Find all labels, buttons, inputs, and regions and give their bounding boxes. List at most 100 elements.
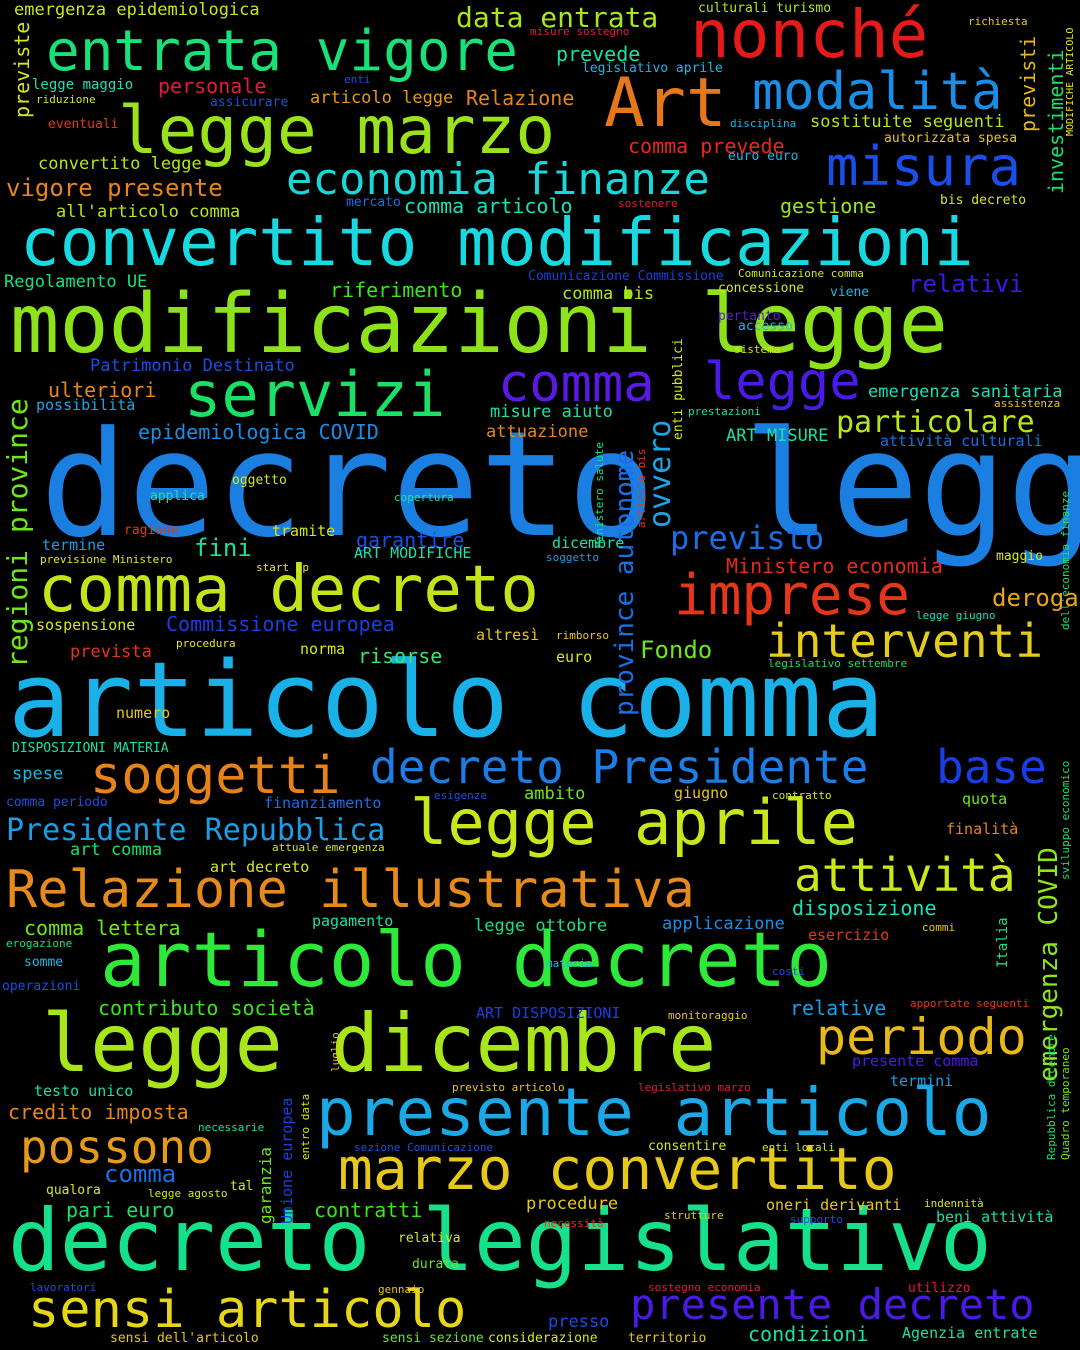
word-periodo: periodo [816, 1008, 1027, 1066]
word-italia: Italia [995, 917, 1011, 968]
word-applica: applica [150, 489, 205, 504]
word-attuale-emergenza: attuale emergenza [272, 841, 385, 854]
word-qualora: qualora [46, 1183, 101, 1198]
word-articolo-decreto: articolo decreto [100, 915, 833, 1004]
word-necessarie: necessarie [198, 1121, 265, 1134]
word-possono: possono [20, 1120, 214, 1174]
word-tal: tal [230, 1179, 254, 1194]
word-tramite: tramite [272, 522, 336, 540]
word-sostituite-seguenti: sostituite seguenti [810, 112, 1005, 132]
word-maggio: maggio [996, 549, 1043, 564]
word-misura: misura [826, 135, 1022, 198]
word-unione-europea: Unione europea [278, 1097, 296, 1224]
word-legislativo-settembre: legislativo settembre [768, 657, 908, 670]
word-riferimento: riferimento [330, 278, 463, 302]
word-sostegno-economia: sostegno economia [648, 1281, 761, 1294]
word-previsti: previsti [1016, 35, 1040, 132]
word-previste: previste [10, 21, 34, 118]
word-misure-sostegno: misure sostegno [530, 25, 630, 38]
word-particolare: particolare [836, 405, 1035, 440]
word-ragione: ragione [124, 523, 179, 538]
word-comma-periodo: comma periodo [6, 795, 108, 810]
word-presidente-repubblica: Presidente Repubblica [6, 813, 386, 848]
word-legge-marzo: legge marzo [118, 92, 556, 169]
word-altresi: altresì [476, 626, 540, 644]
word-relazione: Relazione [466, 86, 575, 110]
word-comunicazione-comma: Comunicazione comma [738, 267, 864, 280]
word-art: Art [604, 64, 727, 143]
word-necessita: necessità [544, 1217, 604, 1230]
word-richiesta: richiesta [968, 15, 1028, 28]
word-deroga: deroga [992, 584, 1079, 612]
word-sensi-articolo: sensi articolo [28, 1280, 467, 1340]
word-nonche: nonché [690, 0, 929, 73]
word-vigore-presente: vigore presente [6, 174, 223, 202]
word-articolo-legge: articolo legge [310, 88, 454, 108]
word-interventi: interventi [766, 614, 1043, 668]
word-giugno: giugno [674, 784, 729, 802]
word-testo-unico: testo unico [34, 1082, 134, 1100]
word-operazioni: operazioni [2, 979, 81, 994]
word-prevista: prevista [70, 642, 152, 662]
word-quadro-temporaneo: Quadro temporaneo [1059, 1047, 1072, 1160]
word-commissione-europea: Commissione europea [166, 612, 395, 636]
word-modifiche-articolo: MODIFICHE ARTICOLO [1065, 27, 1076, 136]
word-attuazione: attuazione [486, 422, 589, 442]
word-finalita: finalità [946, 820, 1019, 838]
word-legge-maggio: legge maggio [32, 77, 134, 93]
word-ambito: ambito [524, 784, 586, 804]
word-soggetti: soggetti [90, 746, 341, 806]
word-emergenza-sanitaria: emergenza sanitaria [868, 382, 1063, 402]
word-relative: relative [790, 996, 887, 1020]
word-presente-comma: presente comma [852, 1052, 979, 1070]
word-previsto-articolo: previsto articolo [452, 1081, 565, 1094]
word-commi: commi [922, 921, 956, 934]
word-data-entrata: data entrata [456, 1, 659, 34]
word-contratti: contratti [314, 1198, 423, 1222]
word-base: base [936, 740, 1047, 794]
word-viene: viene [830, 285, 870, 300]
word-attivita-culturali: attività culturali [880, 432, 1043, 450]
word-possibilita: possibilità [36, 396, 136, 414]
word-culturali-turismo: culturali turismo [698, 1, 832, 16]
word-consentire: consentire [648, 1139, 727, 1154]
word-previsto: previsto [670, 519, 825, 557]
word-relazione-illustrativa: Relazione illustrativa [6, 860, 695, 920]
word-autorizzata-spesa: autorizzata spesa [884, 131, 1018, 146]
word-termini: termini [890, 1072, 954, 1090]
word-disposizione: disposizione [792, 896, 937, 920]
word-articolo-comma: articolo comma [8, 639, 885, 761]
word-numero: numero [116, 704, 171, 722]
word-convertito-modificazioni: convertito modificazioni [20, 204, 974, 281]
word-emergenza-epidemiologica: emergenza epidemiologica [14, 0, 260, 20]
word-eventuali: eventuali [48, 117, 119, 132]
word-oggetto: oggetto [232, 473, 287, 488]
word-comma-articolo: comma articolo [404, 194, 573, 218]
word-regolamento-ue: Regolamento UE [4, 272, 148, 292]
word-legge-aprile: legge aprile [410, 786, 858, 859]
word-durata: durata [412, 1257, 459, 1272]
word-garantire: garantire [356, 528, 465, 552]
word-pagamento: pagamento [312, 912, 394, 930]
word-assistenza: assistenza [994, 397, 1061, 410]
word-procedura: procedura [176, 637, 236, 650]
word-lavoratori: lavoratori [30, 1281, 97, 1294]
word-apportate-seguenti: apportate seguenti [910, 997, 1030, 1010]
word-comunicazione-commissione: Comunicazione Commissione [528, 269, 724, 284]
word-soggetto: soggetto [546, 551, 599, 564]
word-esigenze: esigenze [434, 789, 487, 802]
word-sensi-dell-articolo: sensi dell'articolo [110, 1331, 259, 1346]
word-procedure: procedure [526, 1194, 619, 1214]
word-art-decreto: art decreto [210, 858, 310, 876]
word-costi: costi [772, 965, 806, 978]
word-decreto-legge: decreto legge [40, 400, 1080, 570]
word-regioni-province: regioni province [1, 398, 34, 668]
word-imprese: imprese [674, 563, 911, 628]
word-comma: comma [498, 354, 655, 414]
word-condizioni: condizioni [748, 1322, 869, 1346]
word-all-articolo-comma: all'articolo comma [56, 202, 241, 222]
word-start-up: start up [256, 561, 309, 574]
word-beni-attivita: beni attività [936, 1208, 1054, 1226]
word-comma-small: comma [104, 1160, 177, 1188]
